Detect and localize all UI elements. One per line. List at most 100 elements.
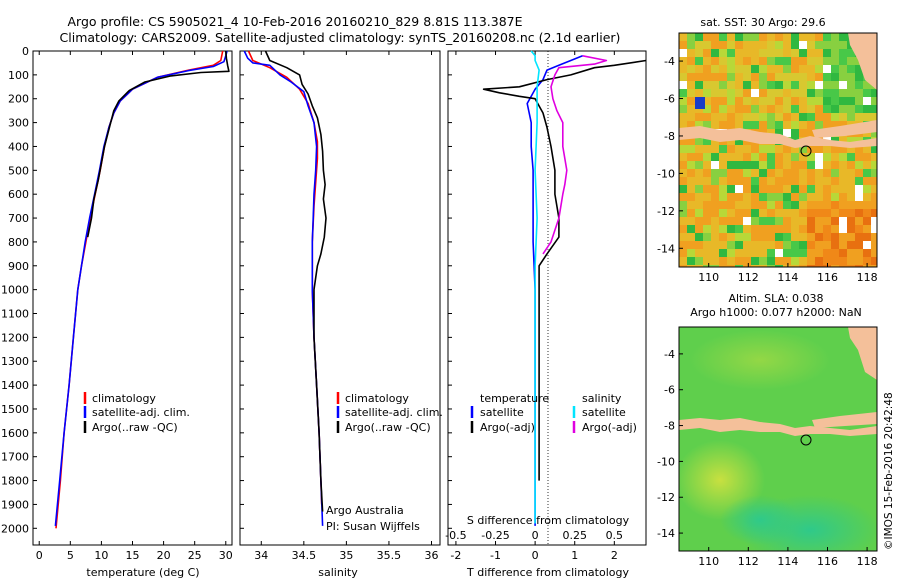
sst-cell — [759, 65, 767, 73]
sst-cell — [855, 105, 863, 113]
sst-cell — [815, 153, 823, 161]
sst-cell — [759, 33, 767, 41]
sst-map-panel: sat. SST: 30 Argo: 29.6 110 112 114 116 118 -… — [657, 16, 878, 284]
sst-cell — [791, 145, 799, 153]
sst-cell — [711, 113, 719, 121]
sst-cell — [831, 33, 839, 41]
sst-cell — [847, 161, 855, 169]
header-line2: Climatology: CARS2009. Satellite-adjuste… — [60, 30, 621, 45]
sst-cell — [855, 257, 863, 265]
sst-cell — [823, 177, 831, 185]
sst-cell — [719, 185, 727, 193]
map-y-tick-label: -6 — [664, 93, 675, 106]
sst-cell — [775, 233, 783, 241]
sst-cell — [871, 153, 877, 161]
sst-cell — [679, 177, 687, 185]
sst-cell — [807, 113, 815, 121]
sst-cell — [695, 57, 703, 65]
sst-cell — [783, 265, 791, 267]
sst-cell — [823, 49, 831, 57]
sst-cell — [695, 89, 703, 97]
sst-cell — [823, 217, 831, 225]
sst-cell — [751, 65, 759, 73]
sst-cell — [839, 65, 847, 73]
sst-cell — [687, 121, 695, 129]
sst-cell — [799, 225, 807, 233]
sst-cell — [711, 97, 719, 105]
sst-cell — [839, 81, 847, 89]
sst-cell — [815, 49, 823, 57]
sst-cell — [783, 161, 791, 169]
sst-cell — [839, 57, 847, 65]
sst-cell — [775, 89, 783, 97]
sst-cell — [735, 177, 743, 185]
sst-cell — [695, 257, 703, 265]
sst-cell — [831, 177, 839, 185]
sst-cell — [831, 185, 839, 193]
legend-satellite-label: satellite-adj. clim. — [92, 406, 190, 419]
sst-cell — [791, 97, 799, 105]
sst-cell — [847, 257, 855, 265]
sst-cell — [719, 225, 727, 233]
sst-cell — [847, 249, 855, 257]
sst-cell — [831, 233, 839, 241]
sst-cell — [871, 177, 877, 185]
sst-cell — [831, 161, 839, 169]
sst-cell — [727, 113, 735, 121]
sst-cell — [695, 73, 703, 81]
sst-cell — [735, 209, 743, 217]
sst-cell — [767, 249, 775, 257]
salinity-annotation-2: PI: Susan Wijffels — [326, 520, 420, 533]
sst-cell — [847, 73, 855, 81]
sst-cell — [871, 169, 877, 177]
sst-cell — [775, 105, 783, 113]
sst-cell — [743, 177, 751, 185]
sst-cell — [687, 265, 695, 267]
sst-cell — [727, 89, 735, 97]
sst-cell — [815, 65, 823, 73]
sst-cell — [719, 33, 727, 41]
sst-cell — [839, 177, 847, 185]
sst-cell — [719, 113, 727, 121]
sst-cell — [751, 217, 759, 225]
sst-cell — [799, 97, 807, 105]
sst-cell — [767, 97, 775, 105]
sst-cell — [839, 89, 847, 97]
sst-cell — [711, 89, 719, 97]
x-tick-label: 15 — [126, 549, 140, 562]
sst-cell — [783, 257, 791, 265]
sst-cell — [743, 73, 751, 81]
sst-cell — [679, 265, 687, 267]
sst-cell — [679, 121, 687, 129]
sst-cell — [791, 81, 799, 89]
s-tick-label: 0 — [532, 529, 539, 542]
sst-cell — [711, 209, 719, 217]
sst-cell — [815, 217, 823, 225]
sst-cell — [719, 233, 727, 241]
sst-cell — [815, 241, 823, 249]
sst-cell — [751, 193, 759, 201]
sst-cell — [695, 241, 703, 249]
sst-cell — [735, 185, 743, 193]
sst-cell — [791, 249, 799, 257]
sst-cell — [759, 105, 767, 113]
map-y-tick-label: -4 — [664, 55, 675, 68]
sst-cell — [807, 209, 815, 217]
sst-cell — [759, 73, 767, 81]
sst-cell — [783, 185, 791, 193]
sst-cell — [679, 81, 687, 89]
sst-cell — [807, 129, 815, 137]
header-line1: Argo profile: CS 5905021_4 10-Feb-2016 2… — [67, 14, 522, 29]
sst-cell — [759, 225, 767, 233]
sst-cell — [719, 65, 727, 73]
sst-cell — [871, 217, 877, 225]
sst-cell — [775, 265, 783, 267]
sst-cell — [775, 257, 783, 265]
sst-cell — [871, 129, 877, 137]
sst-cell — [743, 153, 751, 161]
legend-t-satellite-label: satellite — [480, 406, 524, 419]
sst-cell — [775, 73, 783, 81]
sst-cell — [799, 233, 807, 241]
sst-cell — [743, 209, 751, 217]
sst-cell — [831, 97, 839, 105]
